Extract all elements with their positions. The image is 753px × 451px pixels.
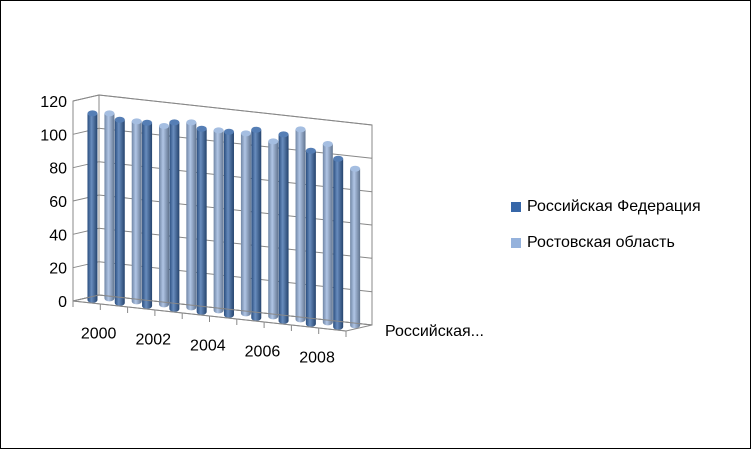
bar-rf-2000	[87, 110, 98, 304]
bar-ro-2003	[186, 119, 197, 311]
y-tick-label: 80	[49, 161, 67, 178]
bar-body	[278, 134, 289, 325]
bar-cap	[350, 165, 361, 172]
bar-cap	[305, 147, 316, 154]
bar-cap	[196, 125, 207, 132]
y-tick-label: 0	[58, 294, 67, 311]
y-tick-label: 20	[49, 261, 67, 278]
bar-rf-2006	[251, 126, 262, 322]
bar-body	[251, 129, 262, 322]
bar-cap	[114, 116, 125, 123]
legend-swatch	[511, 238, 521, 248]
bar-body	[131, 121, 142, 305]
gridline	[72, 94, 373, 126]
legend-item-series-2: Ростовская область	[511, 233, 701, 253]
x-tick-label: 2000	[81, 326, 117, 343]
bar-body	[114, 119, 125, 307]
bar-rf-2005	[223, 128, 234, 319]
axes	[72, 294, 373, 337]
bar-ro-2009	[350, 165, 361, 329]
bar-rf-2008	[305, 147, 316, 328]
bar-ro-2005	[240, 130, 251, 317]
bar-ro-2006	[268, 138, 279, 320]
bar-rf-2002	[142, 119, 153, 310]
bar-body	[240, 133, 251, 317]
bar-rf-2001	[114, 116, 125, 307]
bar-cap	[251, 126, 262, 133]
bar-cap	[142, 119, 153, 126]
x-tick-label: 2006	[245, 344, 281, 361]
bar-body	[322, 144, 333, 326]
bar-body	[186, 122, 197, 311]
bar-cap	[213, 127, 224, 134]
bar-ro-2001	[131, 118, 142, 305]
bars	[87, 110, 361, 331]
bar-rf-2003	[169, 119, 180, 313]
bar-cap	[104, 110, 115, 117]
bar-cap	[240, 130, 251, 137]
bar-cap	[169, 119, 180, 126]
legend-item-series-1: Российская Федерация	[511, 197, 701, 217]
bar-cap	[186, 119, 197, 126]
bar-body	[196, 128, 207, 316]
bar-cap	[159, 123, 170, 130]
legend-swatch	[511, 202, 521, 212]
x-tick-label: 2002	[135, 332, 171, 349]
bar-cap	[295, 126, 306, 133]
bar-body	[350, 168, 361, 329]
bar-body	[295, 129, 306, 323]
bar-body	[223, 131, 234, 319]
bar-cap	[333, 155, 344, 162]
legend-label: Российская Федерация	[527, 198, 701, 215]
bar-cap	[131, 118, 142, 125]
bar-rf-2009	[333, 155, 344, 331]
y-tick-label: 60	[49, 194, 67, 211]
bar-body	[305, 150, 316, 328]
bar-ro-2008	[322, 141, 333, 326]
x-axis-tick-labels: 2000 2002 2004 2006 2008	[81, 326, 335, 367]
bar-rf-2007	[278, 131, 289, 325]
bar-cap	[278, 131, 289, 138]
bar-body	[87, 113, 98, 304]
bar-ro-2000	[104, 110, 115, 302]
bar-ro-2004	[213, 127, 224, 314]
bar-body	[268, 141, 279, 320]
x-tick-label: 2004	[190, 338, 226, 355]
y-axis-tick-labels: 0 20 40 60 80 100 120	[40, 94, 67, 311]
depth-axis-label: Российская...	[385, 323, 484, 340]
bar-body	[333, 158, 344, 331]
bar-body	[104, 113, 115, 302]
bar-body	[169, 122, 180, 313]
bar-body	[213, 130, 224, 314]
bar-cap	[322, 141, 333, 148]
bar-cap	[87, 110, 98, 117]
bar-ro-2002	[159, 123, 170, 308]
bar-rf-2004	[196, 125, 207, 316]
y-tick-label: 40	[49, 227, 67, 244]
bar-body	[142, 122, 153, 310]
legend-label: Ростовская область	[527, 234, 675, 251]
x-tick-label: 2008	[299, 350, 335, 367]
y-tick-label: 100	[40, 127, 67, 144]
y-tick-label: 120	[40, 94, 67, 111]
bar-cap	[268, 138, 279, 145]
bar-body	[159, 126, 170, 308]
legend: Российская Федерация Ростовская область	[511, 197, 701, 269]
bar-cap	[223, 128, 234, 135]
bar-ro-2007	[295, 126, 306, 323]
